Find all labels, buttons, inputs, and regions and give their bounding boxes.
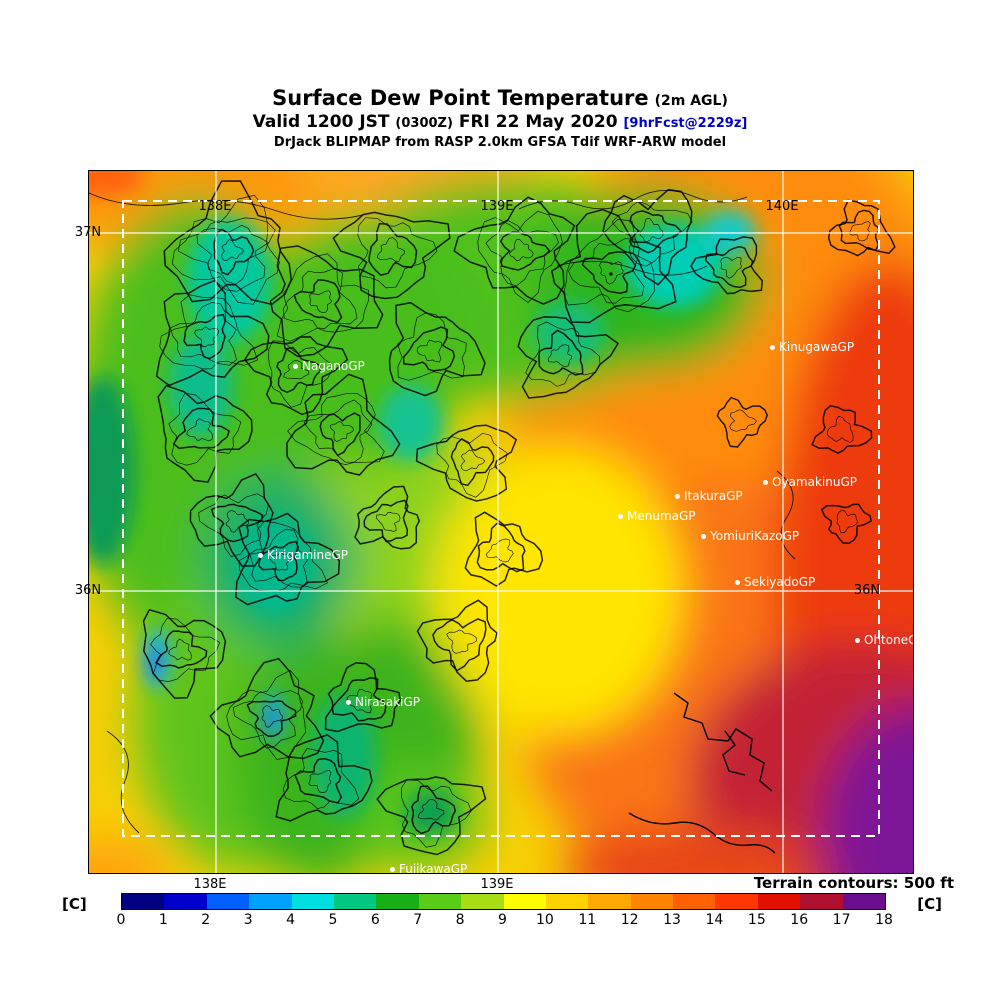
- station-dot: [735, 579, 740, 585]
- colorbar-ticks: 0 1 2 3 4 5 6 7 8 9 10 11 12 13 14 15 16…: [116, 912, 893, 928]
- lon-label-bottom-138e: 138E: [193, 877, 227, 892]
- station-kinugawa: KinugawaGP: [770, 340, 854, 354]
- units-label-left: [C]: [62, 895, 87, 913]
- colorbar-seg: [800, 894, 843, 909]
- valid-date: FRI 22 May 2020: [458, 112, 618, 132]
- station-nirasaki: NirasakiGP: [346, 695, 420, 709]
- station-sekiyado: SekiyadoGP: [735, 575, 815, 589]
- valid-zulu: (0300Z): [395, 116, 453, 131]
- dewpoint-map: NaganoGP KinugawaGP OyamakinuGP ItakuraG…: [88, 170, 914, 874]
- colorbar-seg: [291, 894, 334, 909]
- station-itakura: ItakuraGP: [675, 489, 743, 503]
- terrain-contours-note: Terrain contours: 500 ft: [753, 874, 954, 892]
- domain-box: [122, 200, 880, 837]
- station-dot: [258, 552, 263, 558]
- units-label-right: [C]: [917, 895, 942, 913]
- colorbar-seg: [842, 894, 886, 909]
- station-dot: [770, 344, 775, 350]
- colorbar-seg: [715, 894, 758, 909]
- valid-prefix: Valid 1200 JST: [252, 112, 390, 132]
- station-dot: [701, 533, 706, 539]
- station-menuma: MenumaGP: [618, 509, 696, 523]
- colorbar-seg: [122, 894, 165, 909]
- valid-line: Valid 1200 JST (0300Z) FRI 22 May 2020 […: [0, 112, 1000, 132]
- title-suffix: (2m AGL): [654, 93, 728, 109]
- colorbar-seg: [206, 894, 250, 909]
- colorbar-seg: [333, 894, 377, 909]
- station-dot: [675, 493, 680, 499]
- dewpoint-map-canvas: [89, 171, 913, 873]
- title-text: Surface Dew Point Temperature: [272, 86, 649, 110]
- station-dot: [390, 866, 395, 872]
- colorbar-seg: [588, 894, 631, 909]
- station-dot: [293, 363, 298, 369]
- terrain-contours: [142, 180, 896, 856]
- colorbar-seg: [418, 894, 462, 909]
- colorbar: [121, 893, 886, 910]
- forecast-tag: [9hrFcst@2229z]: [623, 116, 748, 131]
- lat-label-left-37n: 37N: [74, 225, 102, 240]
- model-line: DrJack BLIPMAP from RASP 2.0km GFSA Tdif…: [273, 135, 727, 150]
- lat-label-left-36n: 36N: [74, 583, 102, 598]
- station-dot: [346, 699, 351, 705]
- station-overlay: NaganoGP KinugawaGP OyamakinuGP ItakuraG…: [89, 171, 913, 873]
- station-kirigamine: KirigamineGP: [258, 548, 348, 562]
- station-oyamakinu: OyamakinuGP: [763, 475, 857, 489]
- station-nagano: NaganoGP: [293, 359, 365, 373]
- latlon-grid: [89, 171, 913, 873]
- colorbar-seg: [757, 894, 801, 909]
- lon-label-bottom-139e: 139E: [480, 877, 514, 892]
- colorbar-seg: [673, 894, 716, 909]
- boundary-lines: [628, 692, 776, 854]
- lon-label-top-140e: 140E: [765, 199, 799, 214]
- station-dot: [618, 513, 623, 519]
- station-fujikawa: FujikawaGP: [390, 862, 467, 873]
- station-yomiurikazo: YomiuriKazoGP: [701, 529, 799, 543]
- lon-label-top-138e: 138E: [198, 199, 232, 214]
- colorbar-seg: [630, 894, 674, 909]
- colorbar-seg: [503, 894, 546, 909]
- page-title: Surface Dew Point Temperature (2m AGL): [0, 86, 1000, 110]
- map-dot: [609, 272, 613, 276]
- colorbar-seg: [164, 894, 207, 909]
- station-dot: [763, 479, 768, 485]
- colorbar-seg: [545, 894, 589, 909]
- lon-label-top-139e: 139E: [480, 199, 514, 214]
- colorbar-seg: [249, 894, 292, 909]
- lat-label-right-36n: 36N: [853, 583, 881, 598]
- colorbar-seg: [376, 894, 419, 909]
- colorbar-seg: [461, 894, 504, 909]
- fill-cores: [89, 171, 755, 835]
- station-dot: [855, 637, 860, 643]
- station-ohtone: OhtoneGP: [855, 633, 913, 647]
